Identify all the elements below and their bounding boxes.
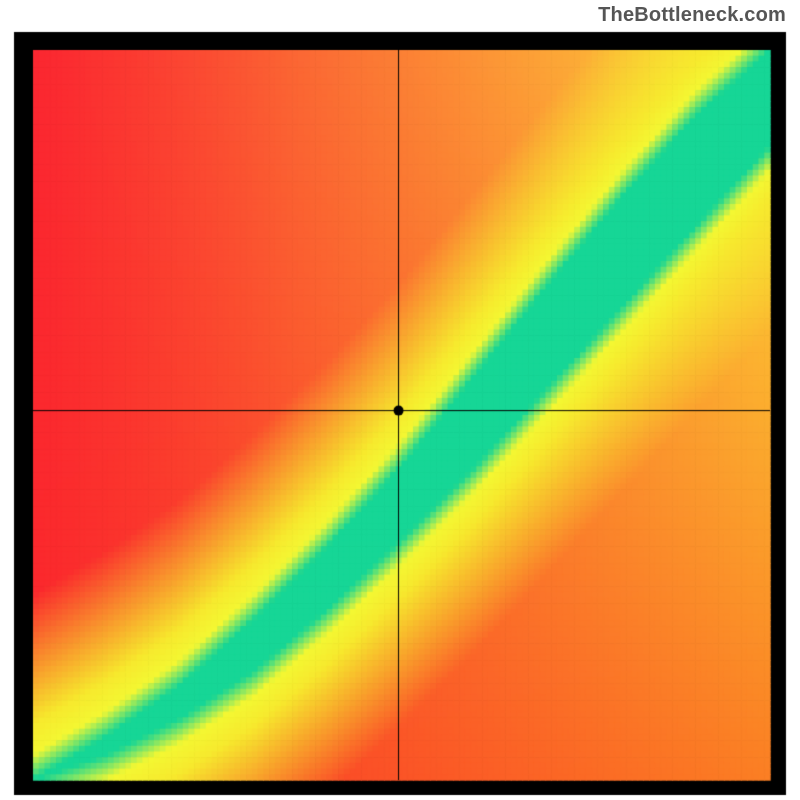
bottleneck-heatmap-canvas: [0, 0, 800, 800]
chart-container: TheBottleneck.com: [0, 0, 800, 800]
attribution-label: TheBottleneck.com: [598, 4, 786, 27]
